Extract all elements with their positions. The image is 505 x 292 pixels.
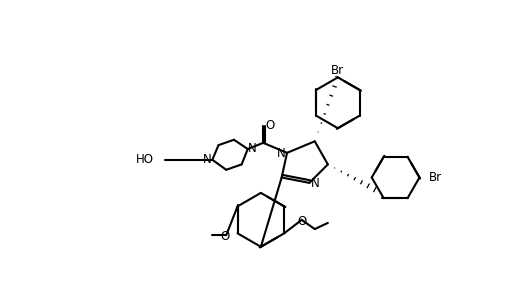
Text: O: O	[265, 119, 274, 132]
Text: N: N	[277, 147, 285, 160]
Text: HO: HO	[135, 153, 154, 166]
Text: N: N	[247, 142, 256, 155]
Text: Br: Br	[428, 171, 441, 184]
Text: N: N	[310, 177, 319, 190]
Text: Br: Br	[331, 64, 344, 77]
Text: N: N	[203, 153, 212, 166]
Text: O: O	[220, 230, 230, 243]
Text: O: O	[297, 215, 307, 228]
